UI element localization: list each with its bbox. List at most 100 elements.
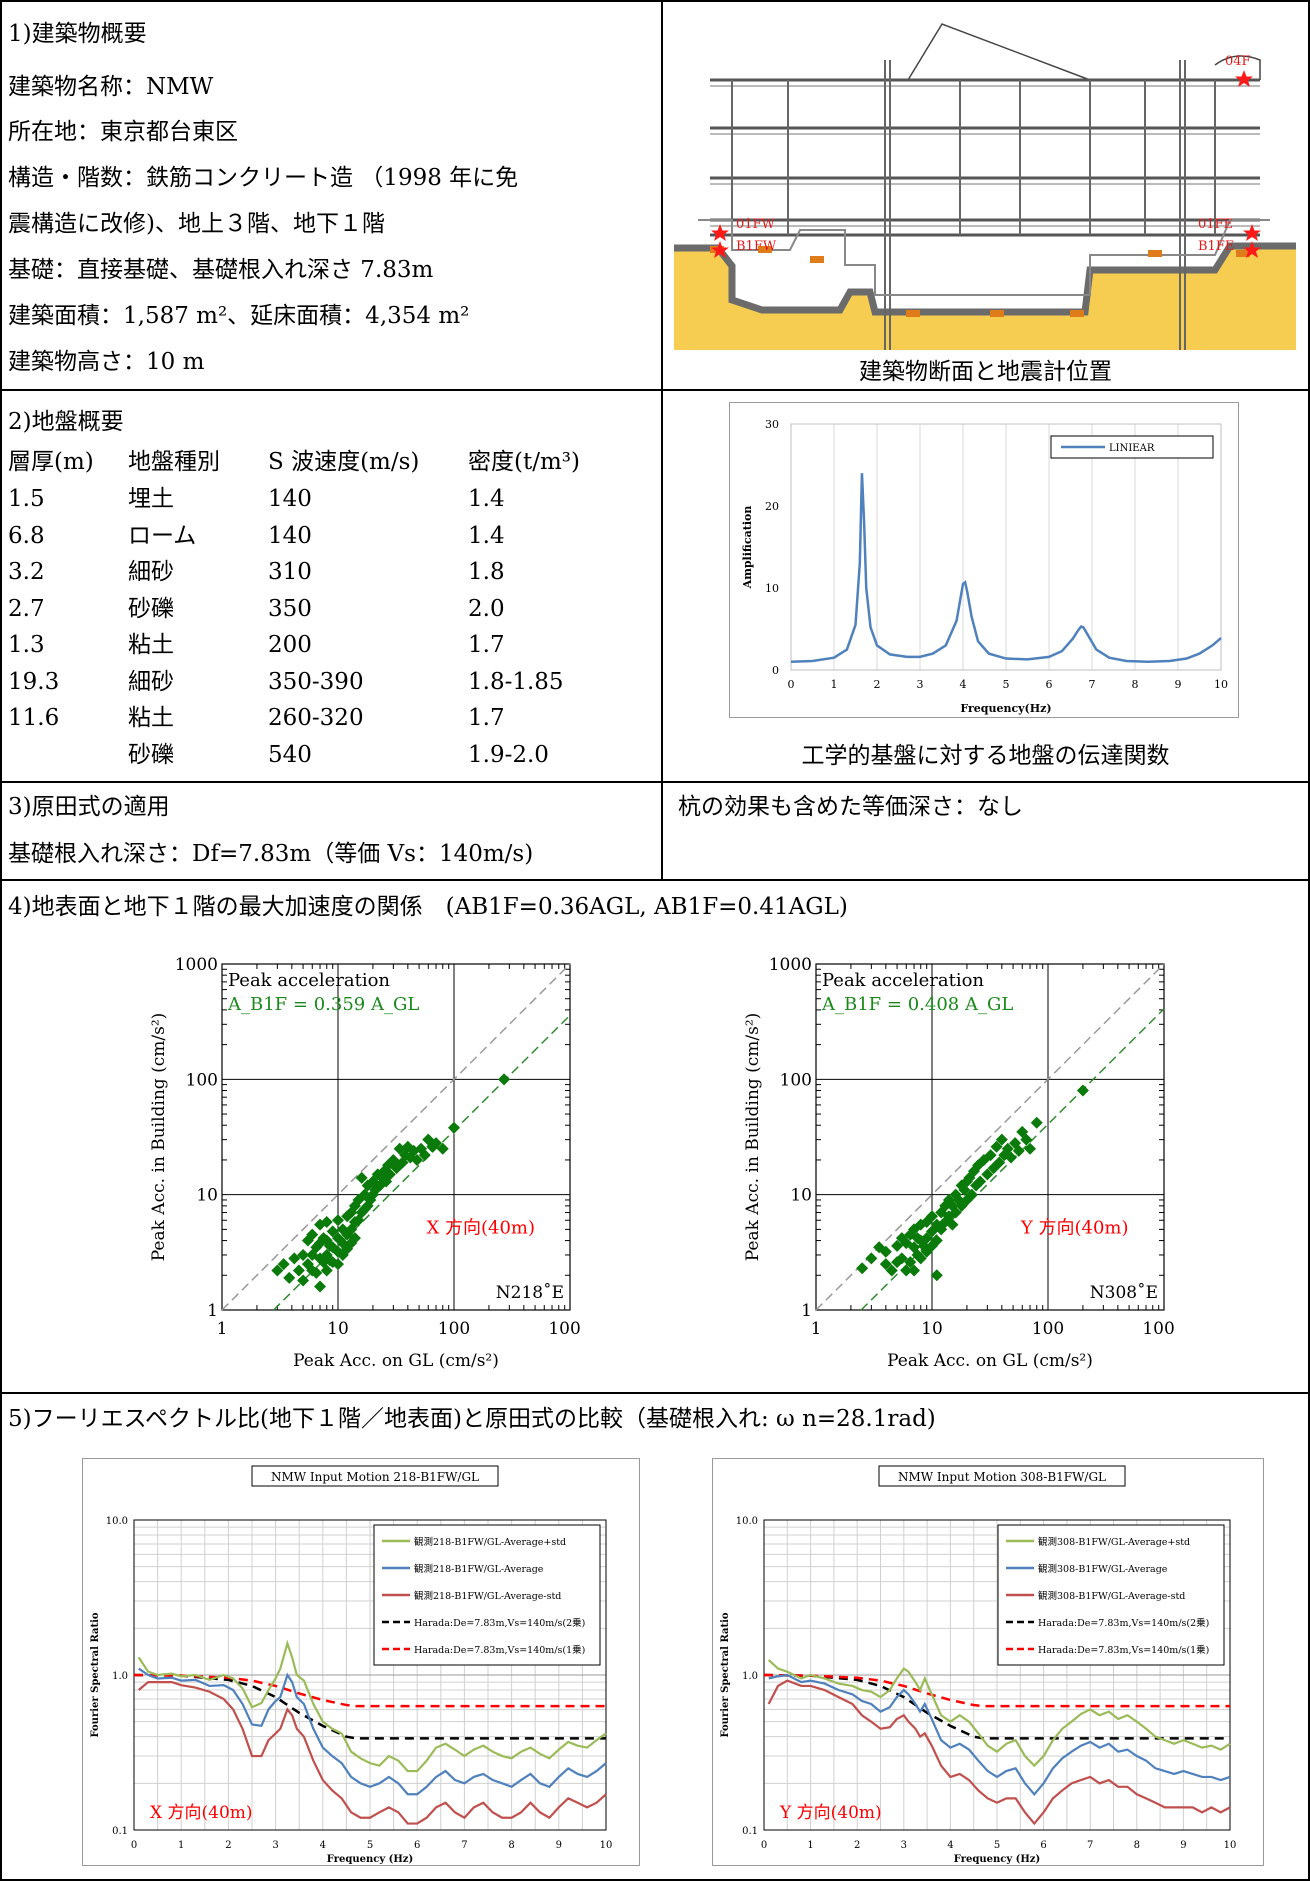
regression-annotation: A_B1F = 0.408 A_GL <box>821 994 1013 1015</box>
regression-annotation: A_B1F = 0.359 A_GL <box>227 994 419 1015</box>
data-point <box>320 1215 333 1228</box>
regression-line <box>273 1014 571 1311</box>
data-point <box>288 1252 301 1265</box>
section2-heading: 2)地盤概要 <box>8 409 124 435</box>
data-point <box>332 1214 344 1227</box>
table-cell: 1.9-2.0 <box>468 741 549 768</box>
section2-caption: 工学的基盤に対する地盤の伝達関数 <box>801 743 1170 769</box>
y-tick-label: 30 <box>765 418 779 431</box>
data-point <box>904 1256 917 1269</box>
peak-acc-scatter-y: 11 10 10 100 100 1000 1000 Peak Acc. on GL (cm/… <box>743 955 1174 1371</box>
x-tick-label: 6 <box>1046 678 1053 691</box>
data-point <box>348 1199 361 1212</box>
sensor-label: B1FE <box>1198 239 1234 254</box>
data-point <box>981 1168 994 1181</box>
y-axis-label: Fourier Spectral Ratio <box>720 1612 731 1737</box>
x-tick-label: 1000 <box>548 1319 580 1339</box>
x-tick-label: 4 <box>947 1840 953 1851</box>
data-point <box>865 1252 878 1265</box>
plot-area <box>790 423 1222 671</box>
legend-label: 観測308-B1FW/GL-Average-std <box>1038 1590 1185 1602</box>
legend-label: Harada:De=7.83m,Vs=140m/s(2乗) <box>1038 1617 1209 1629</box>
y-tick-label: 100 <box>186 1070 218 1090</box>
data-point <box>292 1264 305 1277</box>
x-tick-label: 2 <box>225 1840 231 1851</box>
plot-area <box>221 963 571 1311</box>
x-tick-label: 1000 <box>1142 1319 1174 1339</box>
x-tick-label: 10 <box>1224 1840 1237 1851</box>
data-point <box>345 1206 358 1219</box>
data-point <box>301 1258 314 1271</box>
section1-heading: 1)建築物概要 <box>8 21 147 47</box>
table-cell: ローム <box>128 522 197 549</box>
x-tick-label: 10 <box>327 1319 349 1339</box>
data-point <box>320 1264 333 1277</box>
x-tick-label: 100 <box>1032 1319 1064 1339</box>
table-cell: 1.8 <box>468 559 505 585</box>
x-axis-label: Frequency (Hz) <box>327 1854 413 1865</box>
x-tick-label: 1 <box>217 1319 228 1339</box>
legend-box <box>373 1524 601 1666</box>
y-axis-label: Fourier Spectral Ratio <box>90 1612 101 1737</box>
data-point <box>326 1256 339 1269</box>
table-cell: 砂礫 <box>128 741 174 768</box>
x-tick-label: 2 <box>854 1840 860 1851</box>
legend-label: Harada:De=7.83m,Vs=140m/s(1乗) <box>414 1644 585 1656</box>
section5-heading: 5)フーリエスペクトル比(地下１階／地表面)と原田式の比較（基礎根入れ: ω n… <box>8 1406 936 1432</box>
table-cell: 細砂 <box>128 559 174 585</box>
data-point <box>1009 1137 1022 1150</box>
data-point <box>361 1199 374 1212</box>
table-cell: 310 <box>268 559 312 585</box>
table-cell: 200 <box>268 632 312 658</box>
chart-title: NMW Input Motion 308-B1FW/GL <box>898 1470 1106 1484</box>
section1-caption: 建築物断面と地震計位置 <box>859 359 1112 385</box>
table-cell: 細砂 <box>128 668 174 695</box>
data-point <box>960 1175 973 1188</box>
x-tick-label: 100 <box>438 1319 470 1339</box>
data-point <box>895 1252 908 1265</box>
data-point <box>965 1188 978 1201</box>
data-point <box>355 1171 368 1184</box>
border-row2 <box>0 781 1310 783</box>
table-cell: 350-390 <box>268 668 364 695</box>
y-tick-label: 10.0 <box>106 1516 128 1527</box>
x-tick-label: 3 <box>901 1840 907 1851</box>
x-tick-label: 1 <box>178 1840 184 1851</box>
direction-label: Y 方向(40m) <box>1020 1218 1129 1239</box>
data-point <box>448 1121 460 1134</box>
y-tick-label: 1 <box>801 1301 812 1321</box>
data-point <box>352 1214 365 1227</box>
data-point <box>426 1140 439 1153</box>
data-point <box>993 1156 1006 1169</box>
data-point <box>1076 1084 1089 1097</box>
transfer-function-chart: 0 1 2 3 4 5 6 7 8 9 10 0 10 20 30 Frequency(Hz) Amplific… <box>741 418 1228 715</box>
table-header-vs: S 波速度(m/s) <box>268 449 420 475</box>
legend-label: Harada:De=7.83m,Vs=140m/s(1乗) <box>1038 1644 1209 1656</box>
data-point <box>990 1140 1003 1153</box>
sensor-label: 01FW <box>736 217 776 232</box>
sensor-label: 04F <box>1225 54 1251 69</box>
x-tick-label: 9 <box>1180 1840 1186 1851</box>
data-point <box>955 1199 968 1212</box>
table-cell: 埋土 <box>128 486 174 512</box>
table-cell: 3.2 <box>8 559 45 585</box>
data-point <box>891 1239 904 1252</box>
table-cell: 1.4 <box>468 486 505 512</box>
y-tick-label: 1000 <box>769 955 812 975</box>
x-axis-label: Peak Acc. on GL (cm/s²) <box>887 1351 1093 1371</box>
harada-line <box>763 1673 1230 1708</box>
border-row1 <box>0 389 1310 391</box>
data-point <box>332 1258 344 1271</box>
x-tick-label: 10 <box>600 1840 613 1851</box>
data-point <box>885 1264 898 1277</box>
sensor-label: B1FW <box>736 239 777 254</box>
data-point <box>306 1228 319 1241</box>
data-point <box>908 1241 921 1254</box>
harada-line <box>133 1673 606 1708</box>
x-tick-label: 9 <box>1175 678 1182 691</box>
data-point <box>879 1258 892 1271</box>
legend-box <box>1050 435 1214 459</box>
x-axis-label: Frequency(Hz) <box>960 702 1051 715</box>
x-tick-label: 7 <box>1089 678 1096 691</box>
